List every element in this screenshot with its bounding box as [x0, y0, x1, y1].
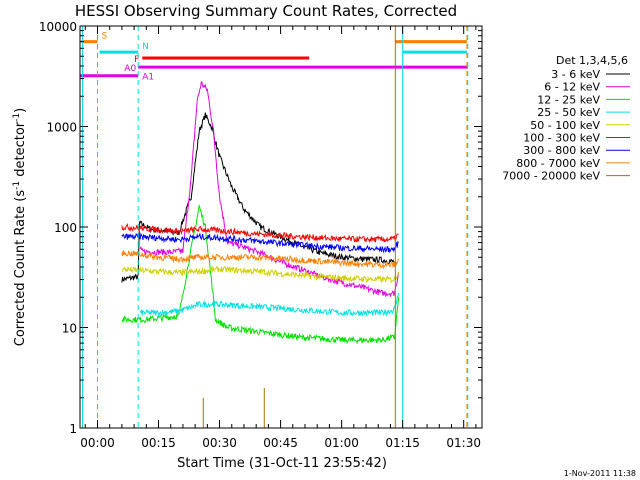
vertical-markers — [81, 26, 469, 428]
flag-label: S — [101, 32, 107, 42]
legend-entry-label: 300 - 800 keV — [523, 144, 600, 157]
y-tick-label: 1 — [69, 422, 77, 436]
x-tick-label: 01:30 — [446, 436, 481, 450]
flag-label: A1 — [142, 73, 154, 83]
flag-label: A0 — [124, 64, 136, 74]
y-tick-label: 100 — [54, 221, 77, 235]
series-line — [139, 293, 400, 317]
legend-entry-label: 12 - 25 keV — [537, 93, 600, 106]
y-axis: 1 10 100 1000 10000 — [39, 20, 482, 436]
legend-title: Det 1,3,4,5,6 — [556, 54, 628, 67]
timestamp: 1-Nov-2011 11:38 — [564, 469, 636, 478]
legend-entry-label: 100 - 300 keV — [523, 132, 600, 145]
legend-entry-label: 3 - 6 keV — [551, 68, 600, 81]
y-axis-label: Corrected Count Rate (s-1 detector-1) — [12, 108, 28, 346]
series-line — [121, 249, 400, 270]
legend-entry-label: 50 - 100 keV — [530, 119, 600, 132]
series-line — [121, 232, 399, 254]
x-tick-label: 00:15 — [141, 436, 176, 450]
x-tick-label: 01:00 — [324, 436, 359, 450]
x-axis-label: Start Time (31-Oct-11 23:55:42) — [177, 456, 387, 471]
y-tick-label: 10 — [62, 322, 77, 336]
y-tick-label: 1000 — [46, 121, 77, 135]
series-line — [121, 265, 400, 284]
flag-label: F — [134, 55, 139, 65]
flag-label: N — [142, 42, 149, 52]
series-line — [121, 223, 399, 244]
legend-entry-label: 25 - 50 keV — [537, 106, 600, 119]
series-line — [121, 203, 400, 345]
x-tick-label: 01:15 — [385, 436, 420, 450]
series-line — [202, 388, 265, 428]
x-tick-label: 00:30 — [202, 436, 237, 450]
y-tick-label: 10000 — [39, 20, 77, 34]
x-tick-label: 00:00 — [80, 436, 115, 450]
legend-entry-label: 7000 - 20000 keV — [502, 170, 600, 183]
legend-entry-label: 6 - 12 keV — [544, 81, 600, 94]
legend-entry-label: 800 - 7000 keV — [516, 157, 600, 170]
chart-title: HESSI Observing Summary Count Rates, Cor… — [75, 2, 457, 20]
series-layer — [121, 81, 400, 428]
x-tick-label: 00:45 — [263, 436, 298, 450]
x-axis: 00:00 00:15 00:30 00:45 01:00 01:15 01:30 — [80, 26, 481, 450]
